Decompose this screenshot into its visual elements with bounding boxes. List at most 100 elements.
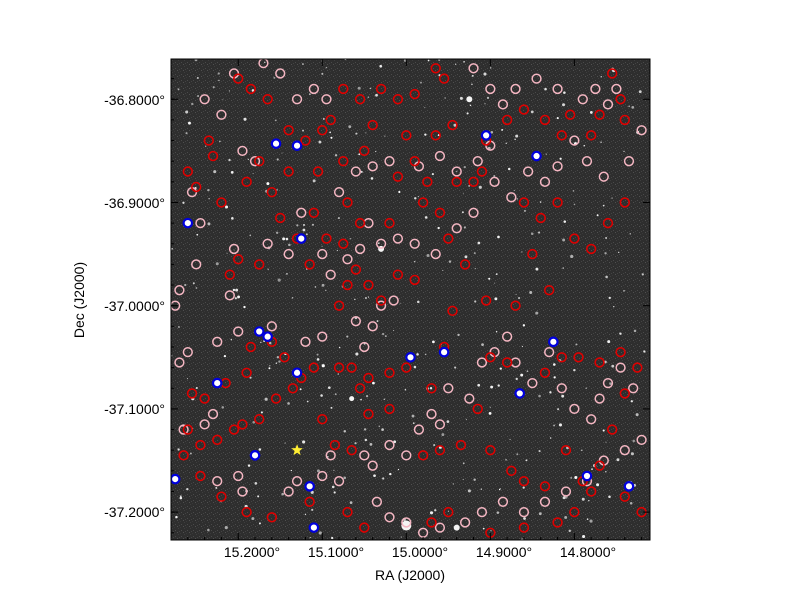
background-star: [529, 291, 533, 295]
catalog-marker-red: [552, 197, 563, 208]
background-star: [336, 249, 339, 252]
background-star: [178, 326, 180, 328]
catalog-marker-red: [455, 439, 467, 451]
background-star: [228, 90, 230, 92]
catalog-marker-red: [606, 424, 618, 435]
catalog-marker-red: [409, 155, 420, 167]
background-star: [247, 464, 251, 467]
background-star: [505, 459, 507, 461]
background-star: [179, 496, 183, 500]
catalog-marker-red: [510, 300, 521, 311]
catalog-marker-pink: [321, 94, 332, 105]
background-star: [562, 238, 566, 242]
background-star: [180, 495, 182, 497]
background-star: [281, 152, 283, 154]
catalog-marker-pink: [174, 285, 185, 296]
source-markers: [171, 59, 647, 538]
catalog-marker-blue: [480, 130, 492, 141]
catalog-marker-pink: [443, 383, 454, 394]
background-stars: [171, 59, 646, 540]
catalog-marker-red: [216, 491, 227, 502]
background-star: [276, 189, 278, 191]
background-star: [561, 394, 565, 398]
catalog-marker-pink: [497, 496, 509, 507]
background-star: [274, 119, 277, 122]
background-star: [483, 72, 487, 76]
background-star: [596, 483, 600, 487]
plot-frame: [170, 58, 651, 541]
catalog-marker-pink: [300, 336, 311, 347]
background-star: [299, 388, 302, 391]
catalog-marker-pink: [237, 145, 248, 157]
catalog-marker-pink: [354, 243, 366, 255]
background-star: [471, 74, 474, 77]
background-star: [260, 411, 263, 414]
catalog-marker-red: [363, 372, 374, 384]
background-star: [471, 83, 473, 86]
background-star: [302, 129, 304, 132]
background-star: [346, 335, 349, 338]
background-star: [605, 275, 608, 279]
background-star: [309, 536, 311, 539]
background-star: [549, 437, 552, 439]
catalog-marker-pink: [602, 99, 614, 110]
background-star: [269, 341, 272, 345]
background-star: [494, 282, 496, 284]
catalog-marker-pink: [384, 512, 395, 523]
catalog-marker-red: [468, 176, 479, 188]
background-star: [308, 93, 311, 96]
catalog-marker-pink: [308, 83, 320, 95]
bright-star: [401, 520, 412, 531]
background-star: [618, 251, 620, 254]
background-star: [185, 110, 189, 114]
y-tick-label-3: -37.0000°: [104, 298, 165, 314]
background-star: [605, 441, 607, 443]
catalog-marker-red: [434, 207, 446, 218]
background-star: [393, 440, 397, 444]
catalog-marker-pink: [174, 357, 185, 368]
catalog-marker-red: [409, 274, 420, 286]
background-star: [343, 430, 346, 433]
catalog-marker-red: [279, 352, 290, 363]
background-star: [196, 76, 199, 79]
catalog-marker-red: [333, 300, 345, 311]
background-star: [355, 132, 358, 135]
background-star: [349, 501, 353, 504]
catalog-marker-red: [426, 383, 437, 394]
x-tick-label-5: 14.8000°: [560, 544, 616, 560]
background-star: [230, 338, 233, 341]
catalog-marker-pink: [178, 424, 189, 435]
background-star: [424, 106, 426, 109]
background-star: [564, 515, 568, 519]
background-star: [218, 79, 220, 82]
background-star: [354, 442, 357, 445]
catalog-marker-red: [443, 233, 454, 244]
background-star: [343, 476, 347, 480]
catalog-marker-pink: [451, 223, 462, 234]
background-star: [372, 381, 375, 385]
catalog-marker-pink: [569, 403, 580, 415]
catalog-marker-red: [569, 506, 580, 518]
background-star: [266, 182, 270, 186]
background-star: [243, 117, 247, 121]
background-star: [334, 393, 337, 396]
catalog-marker-red: [308, 207, 320, 218]
background-star: [329, 131, 331, 134]
catalog-marker-red: [245, 83, 257, 95]
background-star: [539, 201, 542, 203]
catalog-marker-pink: [258, 59, 269, 69]
background-star: [312, 179, 316, 183]
sky-image: [171, 59, 650, 540]
background-star: [302, 440, 306, 444]
background-star: [287, 402, 290, 405]
catalog-marker-blue: [623, 481, 635, 492]
background-star: [482, 527, 485, 530]
background-star: [320, 394, 323, 397]
background-star: [424, 353, 427, 356]
background-star: [556, 117, 559, 120]
catalog-marker-red: [363, 408, 374, 420]
catalog-marker-pink: [485, 83, 496, 95]
background-star: [574, 475, 578, 479]
y-axis-label: Dec (J2000): [71, 262, 87, 338]
background-star: [321, 245, 323, 247]
